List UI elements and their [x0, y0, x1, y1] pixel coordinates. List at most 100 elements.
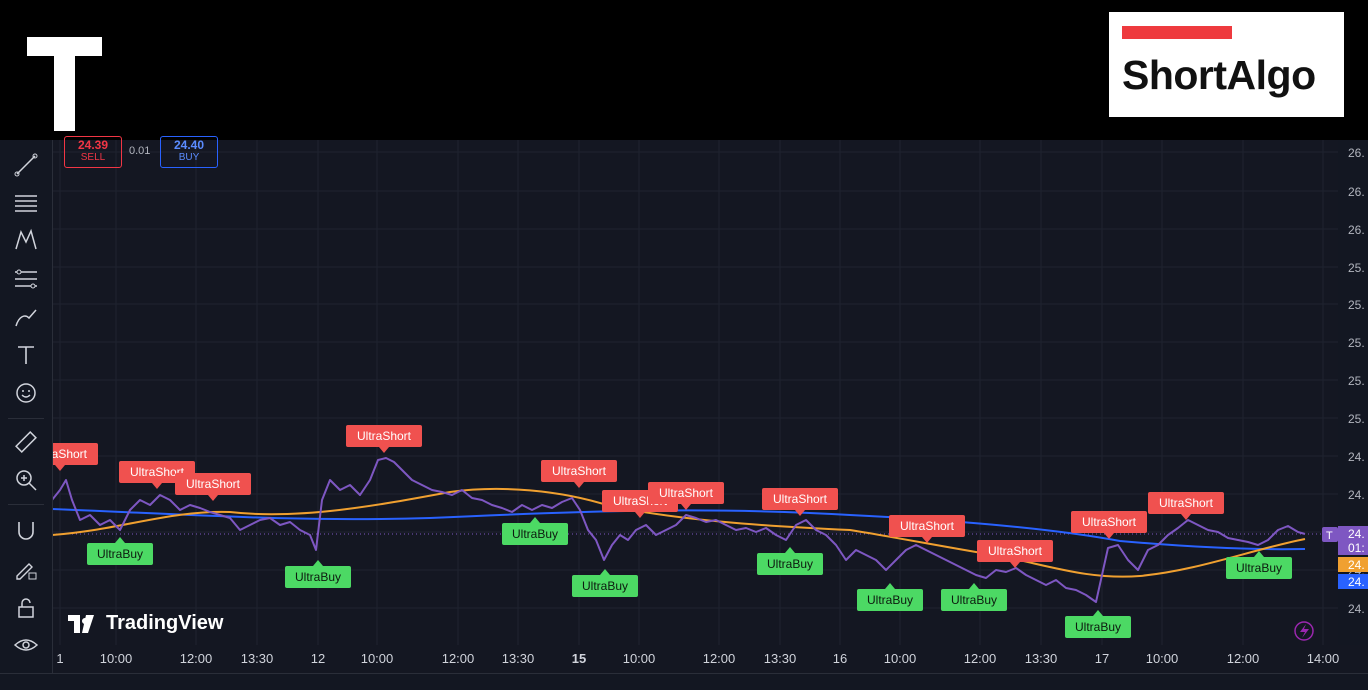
brand-logo: ShortAlgo — [1109, 12, 1344, 117]
signal-pointer — [885, 583, 895, 589]
magnet-icon[interactable] — [8, 516, 44, 546]
ultrashort-signal: UltraShort — [541, 460, 617, 488]
signal-pointer — [922, 537, 932, 543]
signal-pointer — [1254, 551, 1264, 557]
signal-badge — [1148, 492, 1224, 514]
time-tick-label: 13:30 — [1025, 651, 1058, 666]
chart-background — [52, 140, 1368, 689]
ultrabuy-signal: UltraBuy — [502, 517, 568, 545]
signal-badge — [648, 482, 724, 504]
buy-button[interactable]: 24.40 BUY — [160, 136, 218, 168]
ultrabuy-signal: UltraBuy — [941, 583, 1007, 611]
signal-pointer — [152, 483, 162, 489]
lock-icon[interactable] — [8, 593, 44, 623]
current-price-tag — [1338, 526, 1368, 541]
signal-badge — [757, 553, 823, 575]
current-price-label: 24. — [1348, 575, 1365, 589]
price-tick-label: 26. — [1348, 185, 1365, 199]
signal-badge — [346, 425, 422, 447]
ultrabuy-signal: UltraBuy — [1226, 551, 1292, 579]
signal-badge — [1226, 557, 1292, 579]
signal-label: UltraShort — [1159, 496, 1214, 510]
signal-label: UltraBuy — [97, 547, 143, 561]
signal-pointer — [1104, 533, 1114, 539]
lock-pencil-icon[interactable] — [8, 554, 44, 584]
signal-label: UltraBuy — [1075, 620, 1121, 634]
current-price-tag — [1338, 574, 1368, 589]
signal-pointer — [969, 583, 979, 589]
eye-icon[interactable] — [8, 630, 44, 660]
signal-badge — [87, 543, 153, 565]
lightning-icon — [1294, 621, 1314, 641]
price-tick-label: 26. — [1348, 146, 1365, 160]
signal-badge — [1071, 511, 1147, 533]
time-tick-label: 13:30 — [764, 651, 797, 666]
brush-icon[interactable] — [8, 302, 44, 332]
ultrabuy-signal: UltraBuy — [87, 537, 153, 565]
signal-label: UltraShort — [1082, 515, 1137, 529]
time-tick-label: 13:30 — [241, 651, 274, 666]
signal-badge — [857, 589, 923, 611]
buy-label: BUY — [178, 152, 200, 163]
current-price-label: 24. — [1348, 527, 1365, 541]
time-tick-label: 12:00 — [703, 651, 736, 666]
chart-area[interactable]: 26. 26. 26. 25. 25. 25. 25. 25. 24. 24. 24. 24. 24. 2… — [0, 136, 1368, 690]
ruler-icon[interactable] — [8, 427, 44, 457]
text-icon[interactable] — [8, 340, 44, 370]
ultrabuy-signal: UltraBuy — [572, 569, 638, 597]
signal-label: UltraBuy — [582, 579, 628, 593]
signal-badge — [175, 473, 251, 495]
time-tick-label: 10:00 — [100, 651, 133, 666]
signal-pointer — [1093, 610, 1103, 616]
signal-label: UltraShort — [357, 429, 412, 443]
signal-pointer — [600, 569, 610, 575]
price-tick-label: 25. — [1348, 261, 1365, 275]
time-tick-label: 14:00 — [1307, 651, 1340, 666]
ultrashort-signal: UltraShort — [977, 540, 1053, 568]
price-chart[interactable]: 26. 26. 26. 25. 25. 25. 25. 25. 24. 24. 24. 24. 24. 2… — [0, 140, 1368, 689]
lightning-circle — [1294, 621, 1314, 641]
signal-label: UltraBuy — [512, 527, 558, 541]
symbol-tag — [1322, 527, 1338, 542]
spread-value: 0.01 — [129, 145, 151, 157]
signal-pointer — [795, 510, 805, 516]
emoji-icon[interactable] — [8, 378, 44, 408]
price-tick-label: 24. — [1348, 450, 1365, 464]
price-tick-label: 26. — [1348, 223, 1365, 237]
ultrabuy-signal: UltraBuy — [757, 547, 823, 575]
signal-pointer — [635, 512, 645, 518]
signal-label: UltraShort — [773, 492, 828, 506]
signal-badge — [502, 523, 568, 545]
trend-line-icon[interactable] — [8, 150, 44, 180]
signal-badge — [285, 566, 351, 588]
price-tick-label: 24. — [1348, 488, 1365, 502]
signal-label: UltraBuy — [767, 557, 813, 571]
signal-pointer — [1181, 514, 1191, 520]
sell-label: SELL — [80, 152, 106, 163]
sell-button[interactable]: 24.39 SELL — [64, 136, 122, 168]
watermark-text: TradingView — [106, 612, 224, 634]
time-tick-label: 15 — [572, 651, 586, 666]
brand-name: ShortAlgo — [1122, 52, 1316, 98]
fib-icon[interactable] — [8, 264, 44, 294]
pattern-icon[interactable] — [8, 225, 44, 255]
price-tick-label: 25. — [1348, 374, 1365, 388]
slow-moving-average — [51, 508, 1306, 551]
tradingview-logo: TradingView — [68, 612, 223, 635]
signal-label: UltraShort — [552, 464, 607, 478]
symbol-tag-label: T — [1326, 530, 1333, 542]
signal-badge — [541, 460, 617, 482]
drawing-toolbar — [0, 140, 53, 689]
current-price-tag — [1338, 557, 1368, 572]
signal-label: UltraShort — [186, 477, 241, 491]
signal-label: UltraBuy — [867, 593, 913, 607]
lightning-bolt — [1300, 624, 1309, 638]
time-tick-label: 16 — [833, 651, 847, 666]
time-tick-label: 10:00 — [884, 651, 917, 666]
signal-pointer — [208, 495, 218, 501]
signal-pointer — [379, 447, 389, 453]
horizontal-lines-icon[interactable] — [8, 188, 44, 218]
zoom-in-icon[interactable] — [8, 465, 44, 495]
signal-badge — [1065, 616, 1131, 638]
price-tick-label: 25. — [1348, 298, 1365, 312]
